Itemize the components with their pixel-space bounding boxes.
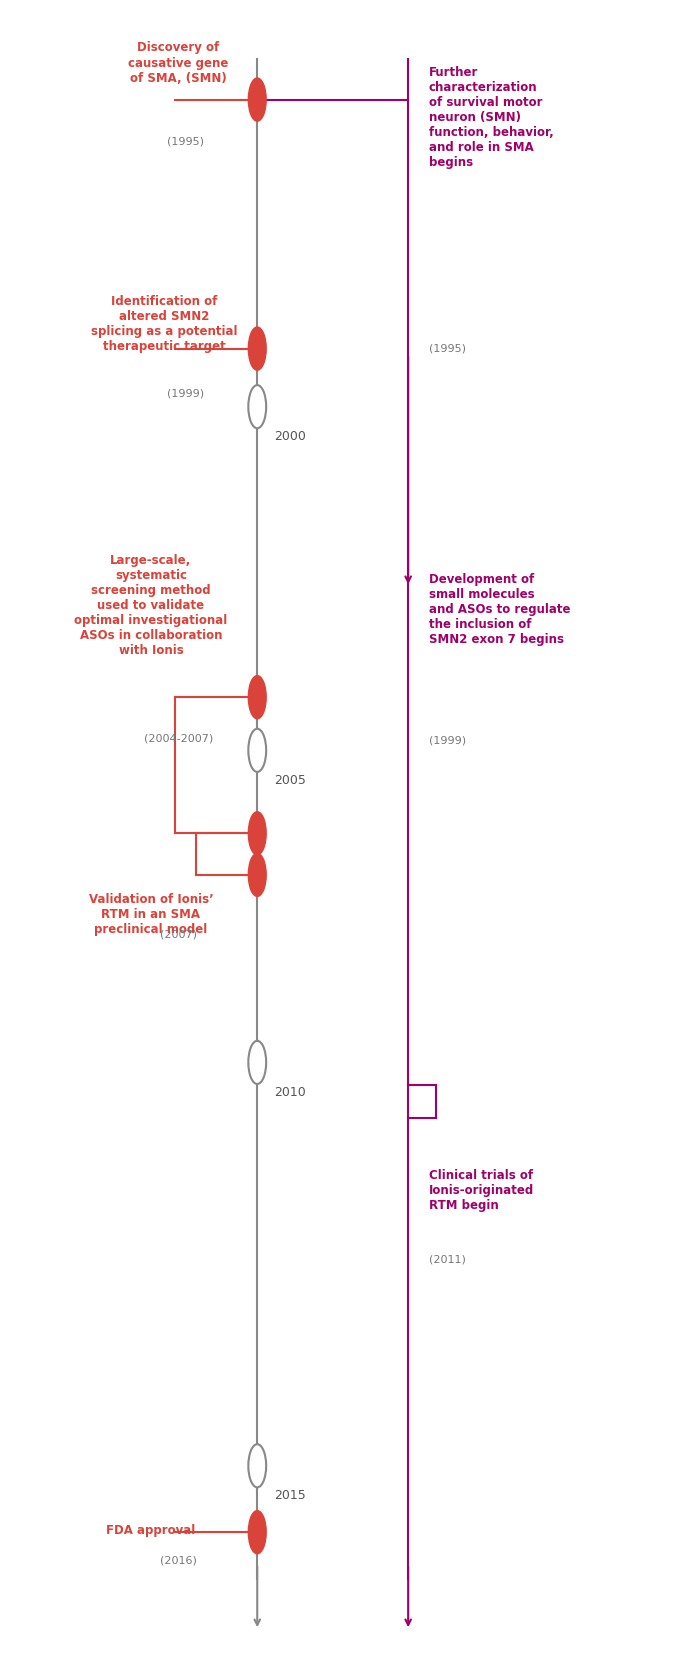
Circle shape [248,853,266,896]
Text: 2015: 2015 [274,1489,306,1502]
Text: (2007): (2007) [160,930,197,940]
Circle shape [248,385,266,428]
Text: (1999): (1999) [429,735,466,745]
Text: Development of
small molecules
and ASOs to regulate
the inclusion of
​SMN2​ exon: Development of small molecules and ASOs … [429,573,570,646]
Text: FDA approval: FDA approval [106,1524,196,1537]
Text: Clinical trials of
Ionis-originated
RTM begin: Clinical trials of Ionis-originated RTM … [429,1169,534,1212]
Circle shape [248,327,266,370]
Text: Identification of
altered ​SMN2​
splicing as a potential
therapeutic target: Identification of altered ​SMN2​ splicin… [91,295,238,354]
Text: 2000: 2000 [274,430,306,443]
Circle shape [248,812,266,855]
Text: (2016): (2016) [160,1555,197,1565]
Text: (1995): (1995) [429,344,466,354]
Text: Further
characterization
of survival motor
neuron (​SMN​)
function, behavior,
an: Further characterization of survival mot… [429,66,554,169]
Text: (2011): (2011) [429,1255,466,1265]
Text: Validation of Ionis’
RTM in an SMA
preclinical model: Validation of Ionis’ RTM in an SMA precl… [88,893,213,936]
Circle shape [248,676,266,719]
Circle shape [248,1511,266,1554]
Text: (1995): (1995) [167,136,204,146]
Circle shape [248,1041,266,1084]
Text: (2004-2007): (2004-2007) [144,734,213,744]
Circle shape [248,1444,266,1487]
Circle shape [248,729,266,772]
Text: Large-scale,
systematic
screening method
used to validate
optimal investigationa: Large-scale, systematic screening method… [74,554,228,657]
Circle shape [248,78,266,121]
Text: (1999): (1999) [167,388,204,398]
Text: 2005: 2005 [274,774,306,787]
Text: 2010: 2010 [274,1086,306,1099]
Text: Discovery of
causative gene
of SMA, (​SMN​): Discovery of causative gene of SMA, (​SM… [128,42,228,85]
